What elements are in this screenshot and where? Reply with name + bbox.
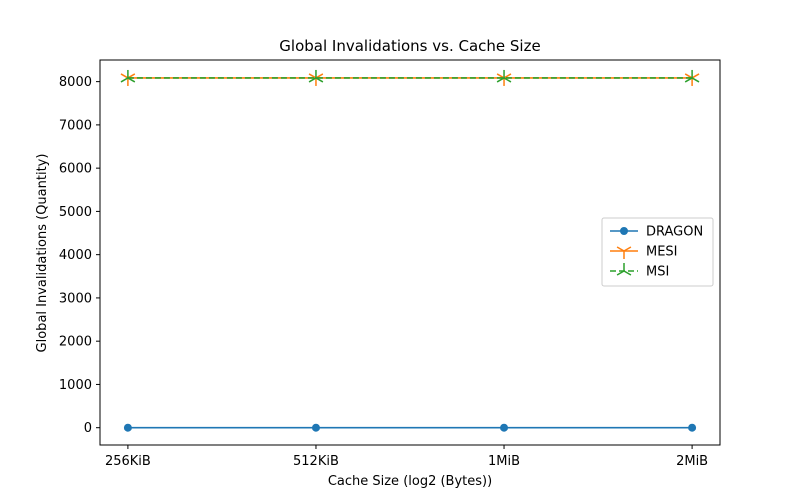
data-point-msi (308, 69, 324, 83)
y-tick-label: 8000 (59, 75, 92, 90)
data-point-dragon (123, 423, 132, 432)
legend: DRAGON MESI MSI (601, 217, 714, 287)
legend-label: DRAGON (646, 225, 703, 240)
legend-marker (620, 227, 628, 235)
x-axis-label: Cache Size (log2 (Bytes)) (328, 474, 492, 489)
data-point-msi (684, 69, 700, 83)
y-tick-label: 7000 (59, 118, 92, 133)
x-tick-label: 2MiB (676, 454, 708, 469)
data-point-msi (496, 69, 512, 83)
legend-box (601, 217, 714, 287)
data-point-dragon (688, 423, 697, 432)
legend-label: MESI (646, 245, 678, 260)
y-tick-label: 5000 (59, 205, 92, 220)
data-point-dragon (500, 423, 509, 432)
chart-title: Global Invalidations vs. Cache Size (279, 37, 540, 55)
legend-marker (616, 246, 632, 259)
x-tick-label: 512KiB (293, 454, 339, 469)
y-tick-label: 6000 (59, 162, 92, 177)
data-point-dragon (311, 423, 320, 432)
y-tick-label: 1000 (59, 378, 92, 393)
data-point-msi (120, 69, 136, 83)
x-tick-label: 256KiB (105, 454, 151, 469)
x-tick-label: 1MiB (488, 454, 520, 469)
y-tick-label: 0 (84, 421, 92, 436)
legend-item-dragon: DRAGON (610, 225, 703, 240)
y-tick-label: 4000 (59, 248, 92, 263)
plot-area: 0 1000 2000 3000 4000 5000 6000 7000 8000 256KiB 5… (59, 59, 721, 469)
y-axis-label: Global Invalidations (Quantity) (35, 154, 50, 353)
axes-frame (99, 59, 721, 446)
legend-label: MSI (646, 265, 669, 280)
legend-item-mesi: MESI (610, 245, 678, 260)
legend-marker (616, 263, 632, 276)
legend-item-msi: MSI (610, 263, 669, 280)
y-tick-label: 2000 (59, 335, 92, 350)
y-tick-label: 3000 (59, 291, 92, 306)
